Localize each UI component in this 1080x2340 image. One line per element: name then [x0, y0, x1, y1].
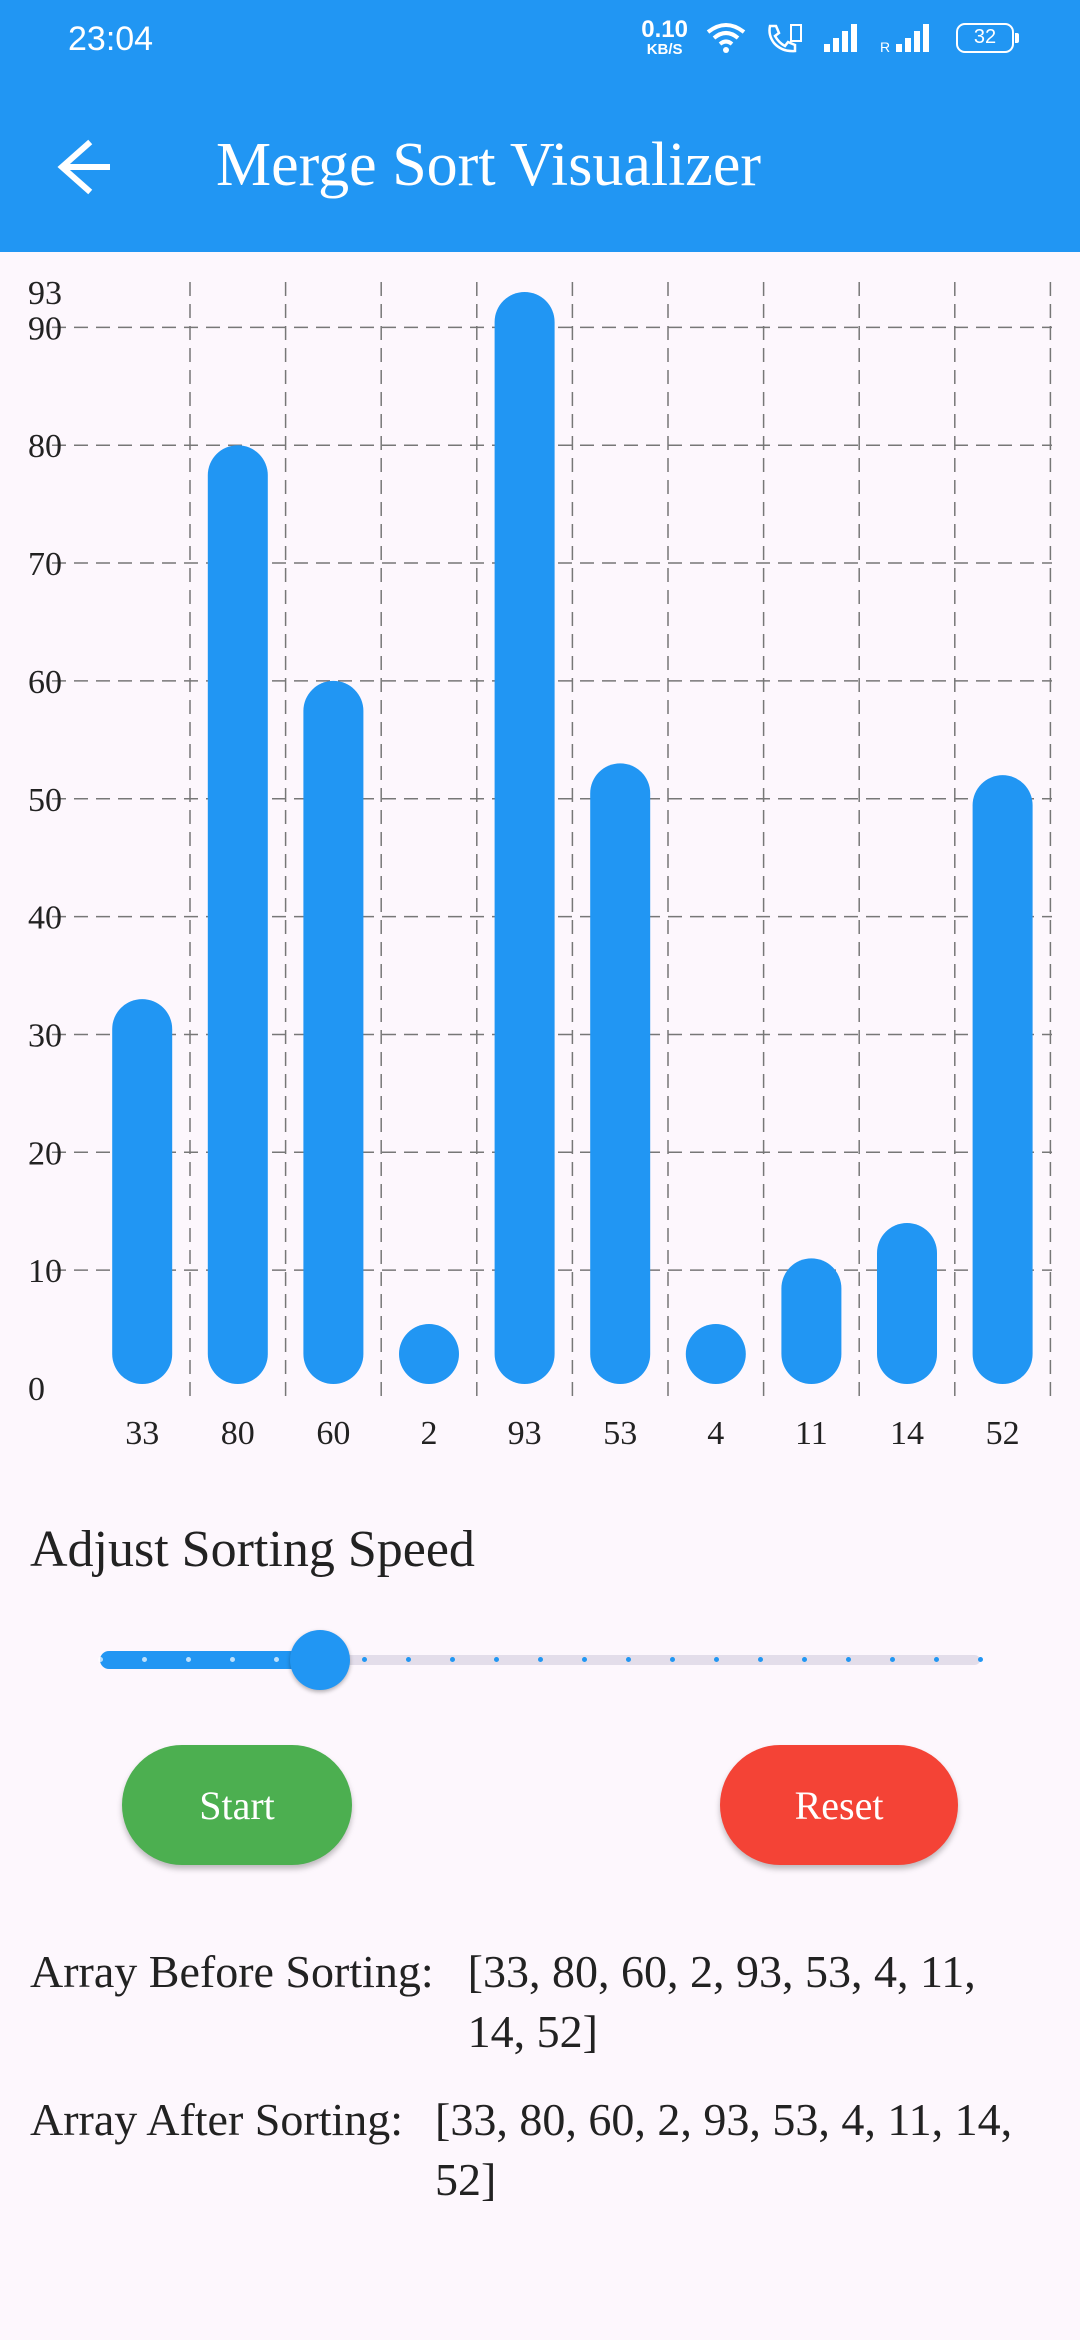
bar [207, 445, 268, 1384]
bar [303, 680, 364, 1384]
bar [590, 763, 651, 1384]
y-tick-label: 10 [28, 1253, 62, 1290]
x-tick-label: 93 [508, 1415, 542, 1452]
y-tick-label: 93 [28, 275, 62, 312]
page-title: Merge Sort Visualizer [216, 131, 761, 199]
slider-active-track [100, 1651, 320, 1669]
y-tick-label: 90 [28, 310, 62, 347]
x-tick-label: 33 [125, 1415, 159, 1452]
slider-tick [669, 1657, 675, 1662]
bar [972, 775, 1033, 1384]
x-tick-label: 14 [890, 1415, 924, 1452]
bar [112, 999, 173, 1384]
array-after-row: Array After Sorting: [33, 80, 60, 2, 93,… [30, 2090, 1050, 2210]
slider-tick [581, 1657, 587, 1662]
start-button[interactable]: Start [122, 1745, 352, 1865]
slider-tick [801, 1657, 807, 1662]
x-axis-labels: 33 80 60 2 93 53 4 11 14 52 [125, 1415, 1019, 1452]
y-tick-label: 30 [28, 1017, 62, 1054]
x-tick-label: 4 [707, 1415, 724, 1452]
speed-slider[interactable] [97, 1630, 983, 1690]
slider-tick [493, 1657, 499, 1662]
slider-tick [361, 1657, 367, 1662]
bar [494, 292, 555, 1384]
slider-tick [933, 1657, 939, 1662]
array-before-value: [33, 80, 60, 2, 93, 53, 4, 11, 14, 52] [467, 1946, 976, 2057]
signal-icon [824, 23, 857, 52]
battery-icon: 32 [956, 22, 1019, 53]
x-tick-label: 60 [316, 1415, 350, 1452]
bar [781, 1258, 842, 1384]
array-before-row: Array Before Sorting: [33, 80, 60, 2, 93… [30, 1942, 1050, 2062]
status-time: 23:04 [68, 20, 154, 58]
array-after-label: Array After Sorting: [30, 2094, 404, 2145]
slider-tick [537, 1657, 543, 1662]
array-before-label: Array Before Sorting: [30, 1946, 434, 1997]
y-tick-label: 50 [28, 782, 62, 819]
svg-text:R: R [880, 39, 890, 54]
slider-tick [713, 1657, 719, 1662]
status-bar: 23:04 0.10 KB/S R 32 [0, 0, 1080, 80]
volte-call-icon [768, 23, 802, 52]
network-speed-value: 0.10 [641, 16, 688, 43]
battery-level: 32 [973, 26, 997, 48]
roaming-signal-icon: R [880, 23, 929, 54]
back-button[interactable] [40, 132, 130, 202]
slider-tick [625, 1657, 631, 1662]
slider-tick [977, 1657, 983, 1662]
y-tick-label: 40 [28, 900, 62, 937]
bar [685, 1324, 746, 1384]
slider-tick [141, 1657, 147, 1662]
slider-tick [97, 1657, 103, 1662]
slider-tick [845, 1657, 851, 1662]
bar [399, 1324, 459, 1384]
y-tick-label: 0 [28, 1371, 45, 1408]
x-tick-label: 80 [221, 1415, 255, 1452]
y-tick-label: 80 [28, 428, 62, 465]
array-after-value: [33, 80, 60, 2, 93, 53, 4, 11, 14, 52] [435, 2094, 1013, 2205]
slider-tick [185, 1657, 191, 1662]
slider-tick [449, 1657, 455, 1662]
wifi-icon [706, 22, 746, 53]
app-bar: Merge Sort Visualizer [0, 80, 1080, 252]
network-speed-unit: KB/S [646, 41, 683, 58]
speed-label: Adjust Sorting Speed [30, 1521, 475, 1578]
x-tick-label: 2 [421, 1415, 438, 1452]
bar [877, 1223, 937, 1384]
x-tick-label: 53 [603, 1415, 637, 1452]
chart-bars [112, 292, 1033, 1384]
y-tick-label: 20 [28, 1135, 62, 1172]
arrow-back-icon [57, 139, 110, 195]
network-speed: 0.10 KB/S [641, 16, 688, 58]
slider-thumb[interactable] [290, 1630, 350, 1690]
slider-tick [757, 1657, 763, 1662]
slider-tick [273, 1657, 279, 1662]
status-icons: 0.10 KB/S R 32 [641, 16, 1019, 58]
slider-tick [229, 1657, 235, 1662]
slider-tick [405, 1657, 411, 1662]
reset-button[interactable]: Reset [720, 1745, 958, 1865]
y-tick-label: 70 [28, 546, 62, 583]
x-tick-label: 52 [986, 1415, 1020, 1452]
slider-tick [889, 1657, 895, 1662]
y-tick-label: 60 [28, 664, 62, 701]
x-tick-label: 11 [795, 1415, 828, 1452]
